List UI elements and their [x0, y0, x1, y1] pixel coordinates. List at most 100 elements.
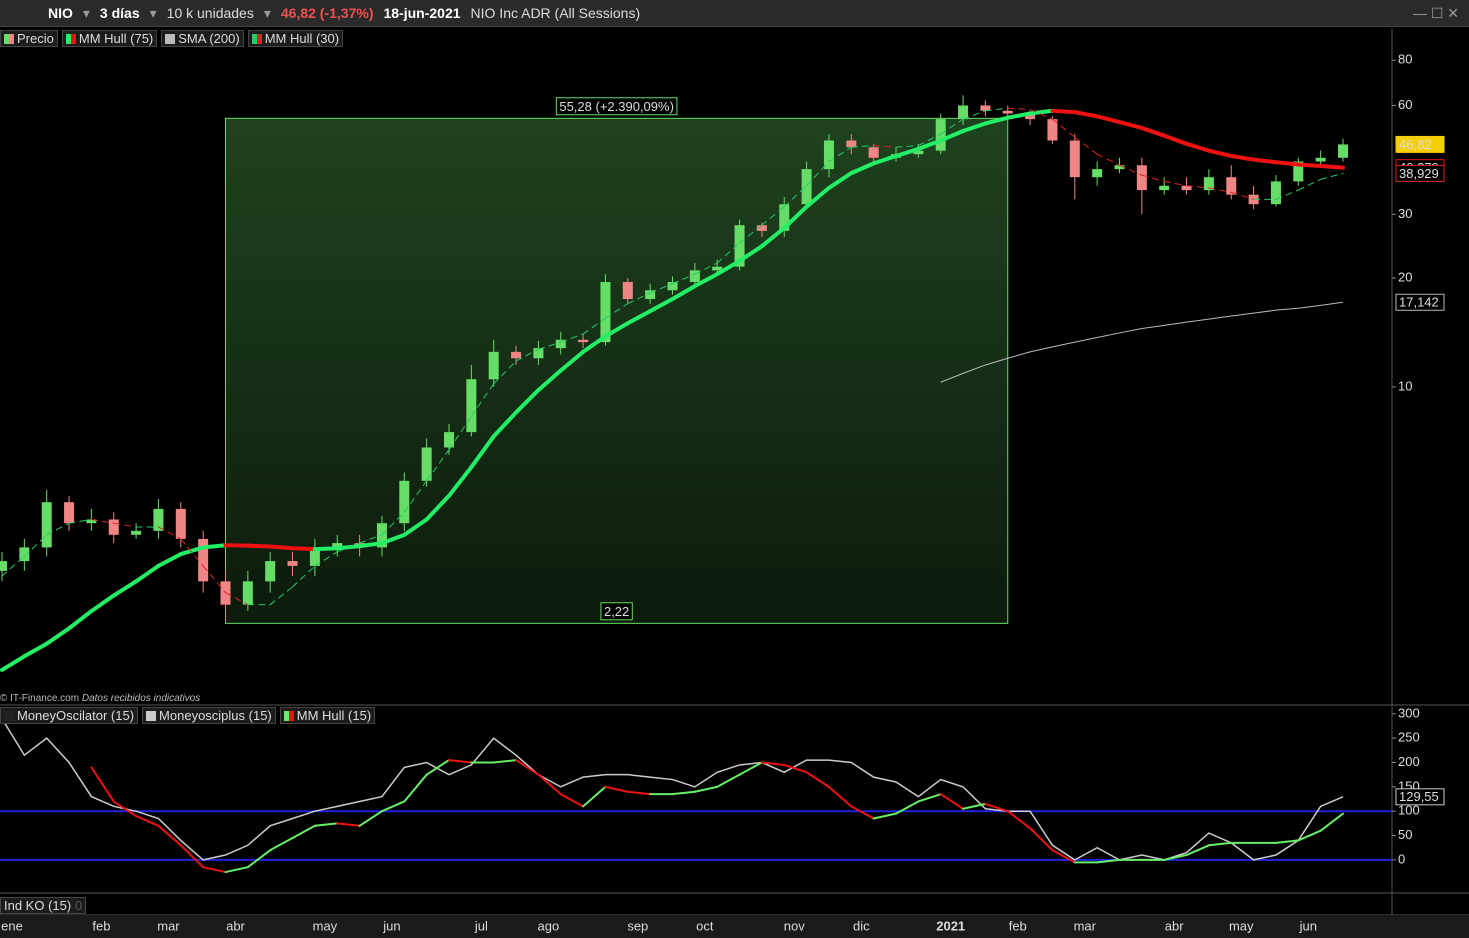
line-segment [358, 810, 383, 827]
line-segment [1275, 189, 1299, 200]
line-segment [245, 543, 273, 549]
line-segment [873, 144, 897, 148]
line-segment [493, 360, 517, 385]
candle-body [935, 119, 946, 151]
line-segment [649, 283, 673, 294]
legend-item[interactable]: Moneyosciplus (15) [142, 707, 276, 724]
line-segment [90, 518, 115, 524]
line-segment [759, 226, 787, 249]
line-segment [693, 785, 719, 793]
candle-body [332, 543, 343, 548]
measure-label-box [555, 97, 678, 116]
x-tick-label: mar [1074, 918, 1097, 933]
candle-body [309, 547, 320, 566]
line-segment [737, 244, 764, 263]
candle-body [533, 348, 544, 359]
line-segment [849, 161, 876, 176]
last-value-box [1395, 788, 1445, 806]
legend-item[interactable]: MM Hull (75) [61, 30, 158, 47]
line-segment [1162, 133, 1189, 146]
line-segment [983, 115, 1010, 126]
candle-body [756, 225, 767, 231]
legend-item[interactable]: MoneyOscilator (15) [0, 707, 139, 724]
line-segment [604, 303, 629, 319]
line-segment [1029, 827, 1054, 852]
candle-body [689, 270, 700, 283]
line-segment [22, 641, 49, 659]
line-segment [403, 480, 428, 513]
line-segment [269, 586, 294, 606]
candle-body [1136, 165, 1147, 191]
candle-body [868, 147, 879, 158]
line-segment [1274, 839, 1300, 844]
line-segment [269, 836, 294, 852]
line-segment [492, 759, 518, 764]
line-segment [1117, 120, 1144, 130]
candle-body [823, 140, 834, 170]
period[interactable]: 3 días [99, 5, 140, 21]
candle-body [287, 561, 298, 566]
line-segment [895, 800, 920, 815]
line-segment [962, 110, 986, 120]
line-segment [604, 785, 629, 793]
last-value-box [1395, 293, 1445, 311]
legend-label: MM Hull (15) [296, 708, 372, 723]
line-segment [692, 272, 720, 289]
line-segment [312, 546, 340, 552]
legend-item[interactable]: MM Hull (30) [247, 30, 344, 47]
line-segment [828, 146, 852, 162]
candle-body [1338, 144, 1348, 158]
units[interactable]: 10 k unidades [166, 5, 254, 21]
x-tick-label: jul [474, 918, 488, 933]
line-segment [1273, 160, 1301, 167]
legend-item[interactable]: SMA (200) [161, 30, 244, 47]
line-segment [625, 309, 653, 326]
line-segment [313, 822, 339, 827]
x-tick-label: jun [1299, 918, 1317, 933]
line-segment [917, 133, 942, 146]
candle-body [86, 519, 97, 524]
line-segment [872, 812, 897, 820]
window-buttons[interactable]: — ☐ ✕ [1412, 4, 1459, 21]
line-segment [379, 532, 407, 546]
candle-body [511, 351, 522, 359]
line-segment [739, 224, 763, 244]
line-segment [537, 773, 562, 796]
line-segment [514, 388, 541, 415]
line-segment [448, 759, 473, 764]
line-segment [1320, 172, 1344, 180]
candle-body [801, 169, 812, 205]
measure-label: 55,28 (+2.390,09%) [559, 99, 674, 114]
candle-body [1069, 140, 1080, 178]
symbol[interactable]: NIO [48, 5, 73, 21]
line-segment [939, 793, 965, 810]
y-tick-label: 100 [1398, 803, 1420, 818]
line-segment [782, 204, 809, 231]
line-segment [1119, 164, 1143, 176]
line-segment [1318, 164, 1345, 170]
line-segment [180, 538, 204, 567]
x-tick-label: ene [1, 918, 23, 933]
line-segment [826, 171, 854, 190]
x-tick-label: nov [784, 918, 805, 933]
measure-label: 2,22 [604, 604, 629, 619]
legend-item[interactable]: Precio [0, 30, 58, 47]
y-tick-label: 30 [1398, 206, 1412, 221]
line-segment [850, 805, 875, 820]
legend-item[interactable]: MM Hull (15) [279, 707, 376, 724]
toolbar: NIO ▾ 3 días ▾ 10 k unidades ▾ 46,82 (-1,37… [0, 0, 1469, 27]
candle-body [578, 339, 589, 343]
line-segment [648, 297, 675, 314]
line-segment [1163, 854, 1188, 861]
line-segment [225, 592, 249, 606]
y-tick-label: 60 [1398, 97, 1412, 112]
candle-body [667, 282, 678, 291]
y-tick-label: 10 [1398, 378, 1412, 393]
line-segment [670, 284, 697, 302]
line-segment [44, 626, 72, 646]
indicator-legend: Ind KO (15) 0 [0, 897, 87, 914]
candle-body [1226, 177, 1237, 195]
candle-body [1315, 157, 1326, 162]
line-segment [1096, 858, 1121, 864]
